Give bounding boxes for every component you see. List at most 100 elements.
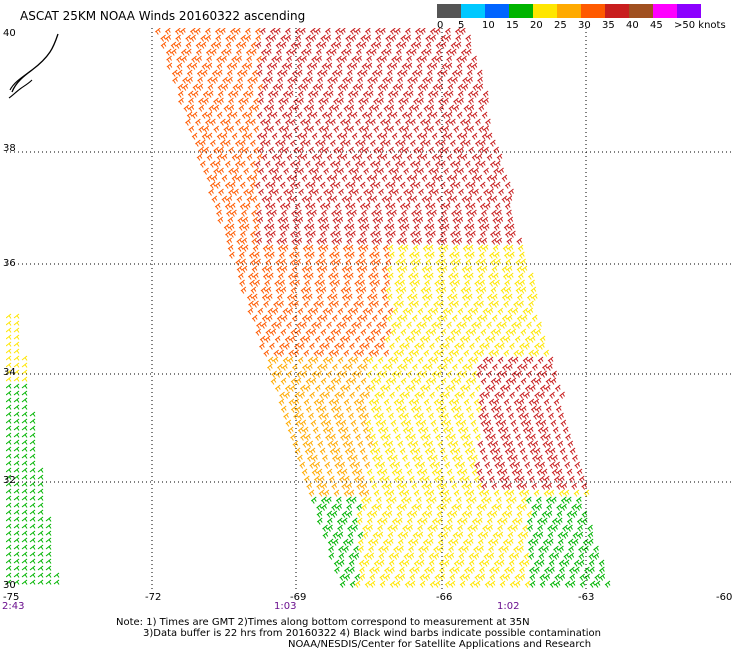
wind-barb	[331, 503, 337, 511]
wind-barb	[429, 461, 436, 469]
wind-barb	[360, 405, 367, 413]
wind-barb	[441, 69, 448, 77]
wind-barb	[271, 174, 278, 182]
wind-barb	[547, 531, 554, 539]
wind-barb	[464, 447, 471, 455]
wind-barb	[489, 573, 496, 581]
wind-barb	[464, 335, 471, 343]
wind-barb	[346, 503, 352, 511]
wind-barb	[564, 461, 571, 469]
wind-barb	[344, 160, 351, 168]
wind-barb	[348, 104, 355, 112]
wind-barb	[517, 244, 524, 252]
wind-barb	[428, 559, 435, 567]
wind-barb	[206, 153, 213, 161]
wind-barb	[420, 48, 427, 56]
wind-barb	[21, 579, 28, 585]
wind-barb	[396, 468, 403, 476]
wind-barb	[425, 377, 432, 385]
wind-barb	[502, 538, 509, 546]
wind-barb	[423, 489, 430, 497]
wind-barb	[262, 272, 269, 280]
wind-barb	[426, 195, 433, 203]
wind-barb	[394, 335, 401, 343]
wind-barb	[216, 153, 223, 161]
wind-barb	[457, 307, 464, 315]
wind-barb	[270, 377, 277, 385]
wind-barb	[498, 167, 504, 175]
wind-barb	[314, 160, 321, 168]
wind-barb	[21, 502, 28, 508]
wind-barb	[13, 362, 20, 368]
wind-barb	[399, 160, 406, 168]
wind-barb	[476, 237, 483, 245]
wind-barb	[548, 552, 555, 560]
wind-barb	[273, 300, 279, 308]
wind-barb	[391, 468, 398, 476]
wind-barb	[471, 468, 478, 476]
wind-barb	[495, 496, 502, 504]
wind-barb	[455, 34, 462, 42]
wind-barb	[233, 167, 239, 175]
wind-barb	[234, 160, 241, 168]
wind-barb	[318, 104, 325, 112]
wind-barb	[228, 97, 234, 105]
wind-barb	[379, 580, 386, 588]
wind-barb	[427, 538, 434, 546]
wind-barb	[241, 237, 248, 245]
wind-barb	[366, 468, 373, 476]
wind-barb	[385, 377, 392, 385]
wind-barb	[442, 426, 449, 434]
wind-map[interactable]	[6, 28, 734, 592]
wind-barb	[246, 55, 252, 63]
wind-barb	[352, 83, 359, 91]
wind-barb	[208, 104, 215, 112]
wind-barb	[337, 216, 344, 224]
wind-barb	[247, 90, 254, 98]
wind-barb	[439, 391, 445, 399]
wind-barb	[303, 398, 310, 406]
wind-barb	[478, 559, 485, 567]
wind-barb	[260, 48, 267, 56]
wind-barb	[359, 181, 366, 189]
wind-barb	[507, 244, 514, 252]
wind-barb	[516, 370, 523, 378]
wind-barb	[427, 356, 434, 364]
wind-barb	[447, 538, 454, 546]
wind-barb	[558, 412, 564, 420]
wind-barb	[407, 524, 413, 532]
wind-barb	[400, 405, 407, 413]
wind-barb	[339, 391, 345, 399]
wind-barb	[289, 384, 296, 392]
wind-barb	[400, 328, 407, 336]
wind-barb	[192, 90, 199, 98]
wind-barb	[491, 209, 497, 217]
wind-barb	[363, 489, 370, 497]
wind-barb	[530, 286, 537, 294]
wind-barb	[256, 55, 262, 63]
wind-barb	[497, 531, 504, 539]
wind-barb	[462, 76, 468, 84]
wind-barb	[326, 55, 332, 63]
wind-barb	[408, 398, 415, 406]
wind-barb	[271, 153, 278, 161]
wind-barb	[404, 384, 411, 392]
wind-barb	[295, 230, 301, 238]
wind-barb	[371, 510, 378, 518]
wind-barb	[309, 251, 315, 259]
wind-barb	[317, 216, 324, 224]
wind-barb	[466, 293, 473, 301]
wind-barb	[261, 293, 268, 301]
wind-barb	[428, 104, 435, 112]
wind-barb	[403, 146, 410, 154]
wind-barb	[397, 363, 403, 371]
wind-barb	[340, 419, 347, 427]
wind-barb	[536, 321, 542, 329]
wind-barb	[369, 475, 375, 483]
wind-barb	[215, 41, 222, 49]
wind-barb	[403, 489, 410, 497]
wind-barb	[245, 48, 252, 56]
wind-barb	[347, 524, 353, 532]
wind-barb	[339, 580, 346, 588]
wind-barb	[296, 55, 302, 63]
